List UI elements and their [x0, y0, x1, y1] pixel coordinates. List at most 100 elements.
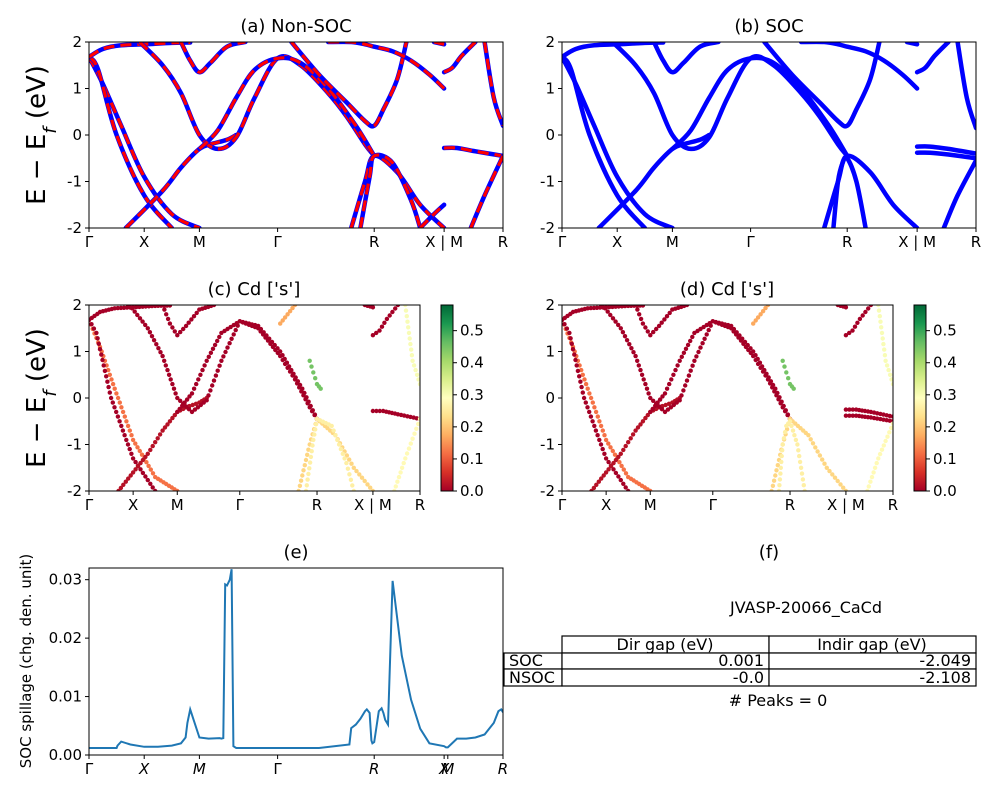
y-tick-label: 2	[545, 296, 555, 314]
band-point	[665, 407, 671, 412]
band-point	[89, 322, 94, 327]
band-point	[344, 460, 349, 466]
band-line	[955, 42, 976, 131]
x-tick-label: M	[193, 233, 206, 251]
band-point	[638, 422, 643, 427]
band-point	[753, 318, 758, 323]
y-tick-label: 0.03	[49, 571, 82, 589]
panel-non-soc: (a) Non-SOC E − Ef (eV) -2 -1 0 1 2 Γ X M Γ R X | …	[22, 16, 508, 251]
band-point	[641, 377, 646, 382]
band-point	[617, 460, 622, 465]
y-tick-label: 1	[545, 80, 555, 98]
band-point	[382, 320, 387, 325]
band-point	[94, 330, 99, 336]
colorbar-tick-label: 0.5	[933, 322, 957, 340]
band-point	[633, 305, 638, 308]
row-nsoc-label: NSOC	[509, 668, 555, 687]
band-point	[284, 360, 290, 365]
band-point	[595, 414, 600, 419]
band-point	[201, 400, 206, 405]
band-point	[370, 488, 376, 491]
band-point	[219, 358, 224, 363]
band-point	[200, 367, 205, 373]
band-point	[771, 478, 777, 483]
band-point	[779, 453, 784, 459]
soc-dir-gap: 0.001	[718, 651, 764, 670]
band-point	[636, 363, 641, 368]
band-point	[408, 341, 413, 347]
panel-a-ylabel: E − Ef (eV)	[22, 65, 61, 205]
band-point	[606, 467, 611, 472]
band-point	[409, 347, 414, 352]
band-point	[740, 336, 745, 341]
band-point	[122, 433, 127, 438]
plot-frame	[561, 41, 977, 229]
band-point	[796, 448, 801, 453]
band-point	[802, 488, 807, 491]
band-point	[886, 367, 891, 373]
band-point	[296, 488, 301, 491]
band-point	[167, 321, 173, 326]
x-tick-label: Γ	[236, 496, 245, 514]
band-point	[157, 432, 163, 437]
x-tick-label: R	[498, 760, 508, 778]
band-point	[704, 332, 709, 337]
band-point	[404, 314, 409, 319]
band-point	[143, 322, 148, 328]
band-line	[914, 144, 976, 156]
band-point	[105, 379, 110, 384]
band-point	[117, 400, 123, 405]
band-lines	[89, 42, 503, 228]
band-point	[416, 377, 420, 382]
band-point	[300, 473, 305, 478]
band-point	[286, 364, 292, 369]
band-point	[189, 317, 194, 322]
band-point	[688, 338, 693, 344]
x-tick-label: R	[971, 233, 981, 251]
band-point	[138, 460, 143, 466]
x-tick-label: X | M	[827, 496, 865, 514]
band-point	[588, 395, 594, 401]
x-tick-label: X	[138, 760, 150, 778]
band-point	[618, 451, 623, 456]
band-point	[602, 306, 608, 311]
band-point	[182, 400, 187, 405]
band-point	[208, 350, 214, 355]
x-tick-label: X	[139, 233, 149, 251]
band-point	[135, 464, 141, 469]
band-point	[129, 306, 135, 311]
band-point	[101, 363, 106, 368]
colorbar-tick-label: 0.3	[460, 386, 484, 404]
x-tick-label: R	[415, 496, 425, 514]
band-point	[890, 414, 893, 419]
band-point	[123, 479, 128, 484]
x-tick-label: Γ	[558, 233, 567, 251]
band-point	[881, 341, 886, 347]
band-point	[620, 330, 626, 335]
band-point	[304, 395, 309, 400]
x-tick-label: Γ	[273, 233, 282, 251]
band-point	[160, 428, 165, 433]
colorbar-tick-label: 0.4	[460, 354, 484, 372]
band-point	[876, 308, 882, 313]
band-point	[686, 373, 692, 378]
band-point	[572, 352, 577, 357]
material-id: JVASP-20066_CaCd	[729, 598, 882, 618]
band-point	[618, 326, 623, 331]
band-point	[611, 467, 616, 472]
band-point	[564, 326, 570, 331]
band-point	[779, 459, 784, 465]
band-point	[663, 402, 668, 408]
band-point	[132, 309, 137, 314]
band-point	[307, 466, 312, 471]
band-line-overlay	[419, 203, 446, 228]
band-point	[140, 319, 145, 324]
band-point	[779, 399, 784, 404]
band-point	[177, 406, 182, 412]
band-point	[582, 377, 587, 382]
x-tick-label: X	[438, 760, 450, 778]
band-point	[759, 364, 765, 369]
band-point	[648, 333, 653, 338]
band-point	[110, 400, 116, 405]
band-point	[800, 477, 806, 482]
